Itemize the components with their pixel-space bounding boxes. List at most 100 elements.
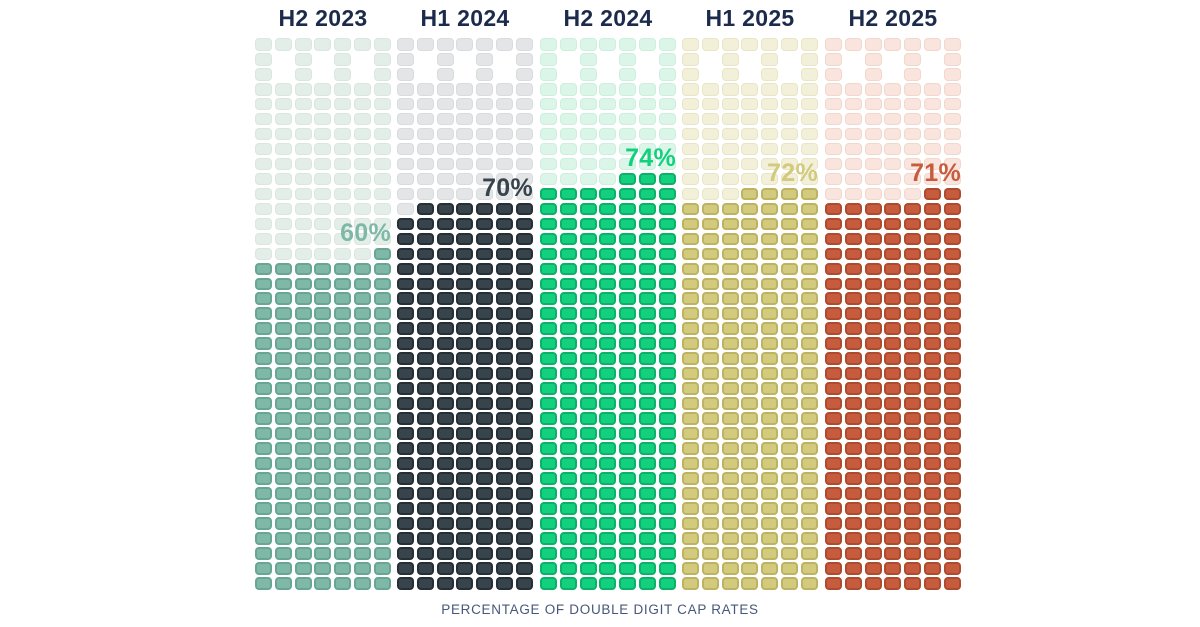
- waffle-cell: [416, 307, 434, 321]
- waffle-cell: [456, 352, 474, 365]
- waffle-cell: [476, 67, 493, 81]
- waffle-cell: [844, 517, 862, 530]
- waffle-cell: [373, 277, 391, 291]
- waffle-cell: [456, 442, 474, 455]
- waffle-cell: [353, 397, 371, 410]
- waffle-cell: [416, 502, 434, 515]
- waffle-cell: [416, 397, 434, 410]
- waffle-cell: [294, 142, 312, 156]
- waffle-cell: [294, 546, 312, 560]
- waffle-cell: [599, 247, 617, 261]
- waffle-cell: [373, 97, 391, 111]
- waffle-cell: [884, 187, 902, 201]
- waffle-cell: [741, 202, 759, 216]
- waffle-cell: [436, 292, 454, 306]
- waffle-cell: [294, 292, 312, 306]
- waffle-cell: [864, 217, 882, 231]
- waffle-cell: [579, 367, 597, 380]
- waffle-cell: [436, 457, 454, 470]
- waffle-cell: [373, 412, 391, 425]
- waffle-cell: [515, 322, 533, 336]
- waffle-cell: [436, 172, 454, 186]
- waffle-cell: [780, 337, 798, 350]
- waffle-cell: [884, 502, 902, 515]
- waffle-cell: [761, 52, 778, 66]
- waffle-cell: [599, 142, 617, 156]
- waffle-cell: [579, 292, 597, 306]
- waffle-cell: [294, 307, 312, 321]
- waffle-cell: [373, 427, 391, 440]
- waffle-cell: [314, 322, 332, 336]
- waffle-cell: [682, 322, 699, 336]
- waffle-cell: [761, 502, 778, 515]
- waffle-cell: [884, 397, 902, 410]
- waffle-cell: [294, 427, 312, 440]
- waffle-cell: [658, 82, 676, 96]
- waffle-cell: [825, 247, 842, 261]
- waffle-cell: [701, 172, 719, 186]
- waffle-cell: [294, 97, 312, 111]
- waffle-cell: [397, 157, 414, 171]
- waffle-cell: [476, 172, 493, 186]
- waffle-cell: [373, 217, 391, 231]
- waffle-cell: [495, 127, 513, 141]
- waffle-cell: [456, 561, 474, 575]
- waffle-cell: [353, 292, 371, 306]
- waffle-cell: [274, 292, 292, 306]
- waffle-cell: [456, 517, 474, 530]
- waffle-cell: [800, 232, 818, 246]
- waffle-cell: [515, 502, 533, 515]
- waffle-cell: [864, 322, 882, 336]
- waffle-cell: [682, 97, 699, 111]
- waffle-cell: [274, 352, 292, 365]
- waffle-cell: [619, 352, 636, 365]
- waffle-cell: [334, 262, 351, 276]
- waffle-cell: [682, 202, 699, 216]
- waffle-cell: [682, 292, 699, 306]
- waffle-cell: [658, 277, 676, 291]
- waffle-cell: [884, 576, 902, 590]
- waffle-cell: [800, 367, 818, 380]
- waffle-cell: [825, 517, 842, 530]
- waffle-cell: [884, 382, 902, 395]
- waffle-cell: [884, 307, 902, 321]
- waffle-cell: [334, 517, 351, 530]
- waffle-cell: [294, 442, 312, 455]
- waffle-cell: [780, 202, 798, 216]
- waffle-cell: [495, 427, 513, 440]
- waffle-cell: [515, 112, 533, 126]
- waffle-cell: [540, 561, 557, 575]
- waffle-cell: [780, 127, 798, 141]
- waffle-cell: [599, 127, 617, 141]
- waffle-cell: [476, 397, 493, 410]
- waffle-cell: [658, 427, 676, 440]
- waffle-cell: [619, 322, 636, 336]
- waffle-cell: [825, 427, 842, 440]
- waffle-cell: [255, 52, 272, 66]
- waffle-cell: [456, 337, 474, 350]
- waffle-cell: [741, 412, 759, 425]
- waffle-cell: [943, 97, 961, 111]
- waffle-cell: [540, 127, 557, 141]
- waffle-cell: [619, 412, 636, 425]
- waffle-cell: [495, 487, 513, 500]
- waffle-cell: [397, 322, 414, 336]
- waffle-cell: [515, 292, 533, 306]
- waffle-cell: [255, 576, 272, 590]
- waffle-grid: [397, 38, 533, 594]
- waffle-cell: [682, 247, 699, 261]
- waffle-cell: [619, 82, 636, 96]
- waffle-cell: [476, 277, 493, 291]
- waffle-cell: [844, 502, 862, 515]
- waffle-cell: [294, 397, 312, 410]
- waffle-cell: [274, 412, 292, 425]
- waffle-cell: [397, 517, 414, 530]
- waffle-cell: [864, 52, 882, 66]
- waffle-cell: [904, 502, 921, 515]
- waffle-cell: [559, 576, 577, 590]
- waffle-cell: [476, 561, 493, 575]
- waffle-cell: [255, 142, 272, 156]
- waffle-cell: [780, 322, 798, 336]
- waffle-cell: [373, 292, 391, 306]
- waffle-cell: [334, 82, 351, 96]
